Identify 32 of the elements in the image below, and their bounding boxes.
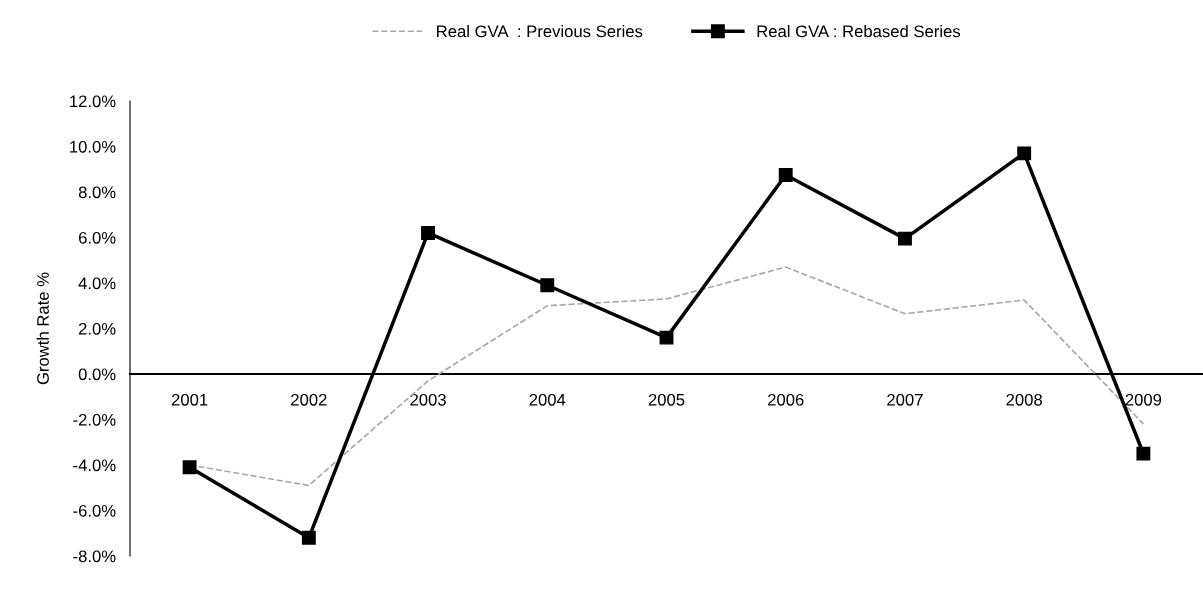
- point: [421, 226, 436, 240]
- y-tick-label: 6.0%: [78, 231, 116, 244]
- x-tick-label: 2008: [1006, 393, 1042, 406]
- y-tick-label: -6.0%: [73, 504, 116, 517]
- x-tick-label: 2004: [529, 393, 566, 406]
- point: [1136, 446, 1151, 461]
- point: [182, 460, 197, 475]
- y-tick-label: -2.0%: [73, 413, 116, 426]
- point: [301, 530, 316, 545]
- point: [897, 231, 912, 246]
- x-tick-label: 2007: [887, 393, 923, 406]
- y-axis-title: Growth Rate %: [36, 272, 49, 385]
- x-tick-label: 2003: [410, 393, 446, 406]
- legend-label: Real GVA : Rebased Series: [757, 25, 961, 38]
- x-tick-label: 2001: [171, 393, 208, 406]
- y-tick-label: -8.0%: [73, 550, 116, 563]
- y-tick-label: 10.0%: [70, 140, 116, 153]
- y-tick-label: 2.0%: [78, 322, 116, 335]
- y-tick-label: 12.0%: [70, 95, 116, 108]
- x-tick-label: 2006: [768, 393, 804, 406]
- legend-label: Real GVA : Previous Series: [437, 25, 643, 38]
- x-tick-label: 2009: [1125, 393, 1162, 406]
- y-tick-label: 0.0%: [78, 368, 116, 381]
- point: [778, 167, 793, 182]
- point: [1017, 146, 1032, 161]
- point: [540, 278, 555, 293]
- y-tick-label: 8.0%: [78, 186, 116, 199]
- x-tick-label: 2005: [648, 393, 685, 406]
- y-tick-label: -4.0%: [73, 459, 116, 472]
- x-tick-label: 2002: [291, 393, 327, 406]
- y-tick-label: 4.0%: [78, 277, 116, 290]
- point: [659, 330, 674, 345]
